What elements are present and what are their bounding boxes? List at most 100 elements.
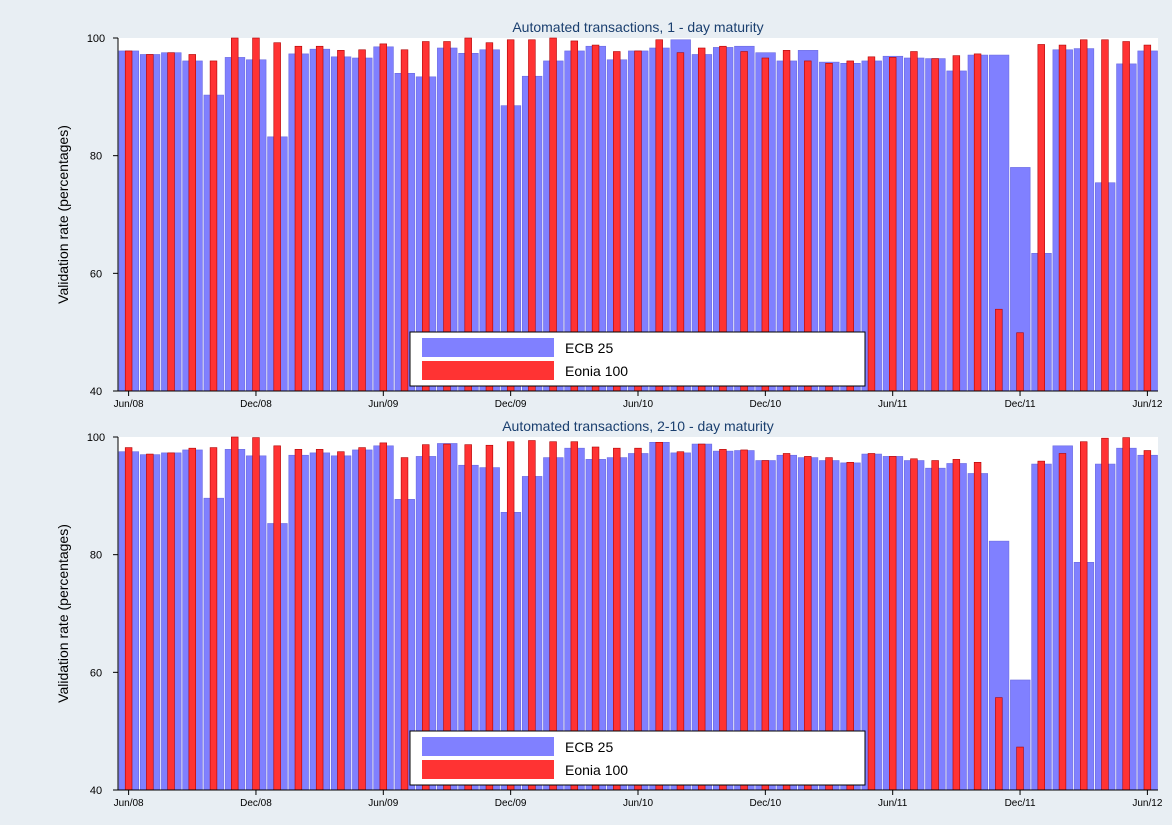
eonia-100-bar <box>188 54 196 392</box>
eonia-100-bar <box>358 49 366 392</box>
eonia-100-bar <box>337 50 345 392</box>
y-tick-label: 80 <box>90 550 102 562</box>
x-tick-label: Jun/09 <box>368 399 398 410</box>
eonia-100-bars <box>124 37 1152 392</box>
axes: 40 60 80 100 Jun/08 Dec/08 Jun/09 Dec/09 Jun/10 D… <box>87 432 1163 809</box>
legend-label-ecb-25: ECB 25 <box>565 340 613 356</box>
axes: 40 60 80 100 Jun/08 Dec/08 Jun/09 Dec/09 Jun/10 D… <box>87 33 1163 410</box>
legend-swatch-eonia-100 <box>422 361 554 380</box>
x-tick-label: Jun/08 <box>114 798 144 809</box>
eonia-100-bar <box>1058 453 1067 791</box>
eonia-100-bar <box>952 459 961 791</box>
eonia-100-bar <box>273 42 281 392</box>
eonia-100-bar <box>1101 39 1109 392</box>
eonia-100-bar <box>209 60 218 392</box>
eonia-100-bar <box>294 449 303 791</box>
eonia-100-bar <box>252 437 260 791</box>
y-tick-label: 60 <box>90 268 102 280</box>
eonia-100-bar <box>1143 450 1152 791</box>
eonia-100-bar <box>167 52 175 392</box>
eonia-100-bar <box>1058 44 1067 392</box>
eonia-100-bar <box>973 461 982 791</box>
eonia-100-bar <box>1122 41 1130 392</box>
eonia-100-bar <box>867 453 876 791</box>
legend-swatch-ecb-25 <box>422 737 554 756</box>
eonia-100-bar <box>124 50 133 392</box>
legend-label-eonia-100: Eonia 100 <box>565 363 628 379</box>
eonia-100-bar <box>400 49 409 392</box>
eonia-100-bar <box>1143 44 1152 392</box>
y-axis-label: Validation rate (percentages) <box>55 125 71 304</box>
eonia-100-bar <box>1080 39 1088 392</box>
eonia-100-bar <box>910 458 918 791</box>
eonia-100-bar <box>209 447 218 791</box>
legend-swatch-eonia-100 <box>422 760 554 779</box>
chart-panel-1-day: Automated transactions, 1 - day maturity… <box>55 19 1163 410</box>
x-tick-label: Dec/08 <box>240 798 272 809</box>
eonia-100-bar <box>867 56 876 392</box>
eonia-100-bar <box>1080 441 1088 791</box>
legend-label-eonia-100: Eonia 100 <box>565 762 628 778</box>
eonia-100-bar <box>1016 332 1024 392</box>
eonia-100-bar <box>188 447 196 791</box>
eonia-100-bar <box>146 54 154 392</box>
eonia-100-bar <box>146 453 154 791</box>
eonia-100-bar <box>400 457 409 791</box>
y-tick-label: 100 <box>87 33 105 45</box>
x-tick-label: Dec/11 <box>1005 798 1036 809</box>
x-tick-label: Jun/10 <box>623 399 653 410</box>
x-tick-label: Jun/11 <box>878 399 908 410</box>
eonia-100-bar <box>124 447 133 791</box>
y-tick-label: 100 <box>87 432 105 444</box>
y-tick-label: 40 <box>90 785 102 797</box>
x-tick-label: Dec/09 <box>495 399 527 410</box>
x-tick-label: Jun/09 <box>368 798 398 809</box>
x-tick-label: Dec/08 <box>240 399 272 410</box>
eonia-100-bar <box>294 45 303 392</box>
eonia-100-bar <box>167 452 175 791</box>
x-tick-label: Dec/11 <box>1005 399 1036 410</box>
eonia-100-bar <box>1037 460 1045 791</box>
y-tick-label: 60 <box>90 667 102 679</box>
legend-label-ecb-25: ECB 25 <box>565 739 613 755</box>
eonia-100-bar <box>995 697 1003 791</box>
eonia-100-bar <box>973 53 982 392</box>
x-tick-label: Jun/12 <box>1132 798 1162 809</box>
legend: ECB 25 Eonia 100 <box>409 730 866 786</box>
eonia-100-bar <box>337 451 345 791</box>
x-tick-label: Dec/10 <box>750 399 782 410</box>
x-tick-label: Dec/10 <box>750 798 782 809</box>
legend-swatch-ecb-25 <box>422 338 554 357</box>
eonia-100-bar <box>273 445 281 791</box>
eonia-100-bar <box>888 57 897 392</box>
eonia-100-bar <box>1037 44 1045 392</box>
eonia-100-bar <box>1122 437 1130 791</box>
eonia-100-bar <box>931 58 939 392</box>
x-tick-label: Jun/12 <box>1132 399 1162 410</box>
eonia-100-bar <box>379 442 388 791</box>
y-tick-label: 80 <box>90 151 102 163</box>
x-tick-label: Jun/10 <box>623 798 653 809</box>
chart-title: Automated transactions, 1 - day maturity <box>512 19 763 35</box>
eonia-100-bar <box>315 45 324 392</box>
eonia-100-bar <box>379 43 388 392</box>
eonia-100-bar <box>1101 437 1109 791</box>
eonia-100-bar <box>952 55 961 392</box>
eonia-100-bar <box>995 308 1003 392</box>
eonia-100-bar <box>358 447 366 791</box>
x-tick-label: Dec/09 <box>495 798 527 809</box>
eonia-100-bar <box>231 37 239 392</box>
eonia-100-bar <box>315 449 324 791</box>
eonia-100-bar <box>931 460 939 791</box>
eonia-100-bar <box>910 51 918 392</box>
legend: ECB 25 Eonia 100 <box>409 331 866 387</box>
y-axis-label: Validation rate (percentages) <box>55 524 71 703</box>
eonia-100-bar <box>231 436 239 791</box>
x-tick-label: Jun/08 <box>114 399 144 410</box>
eonia-100-bar <box>252 37 260 392</box>
chart-title: Automated transactions, 2-10 - day matur… <box>502 418 774 434</box>
y-tick-label: 40 <box>90 386 102 398</box>
x-tick-label: Jun/11 <box>878 798 908 809</box>
eonia-100-bar <box>1016 746 1024 791</box>
